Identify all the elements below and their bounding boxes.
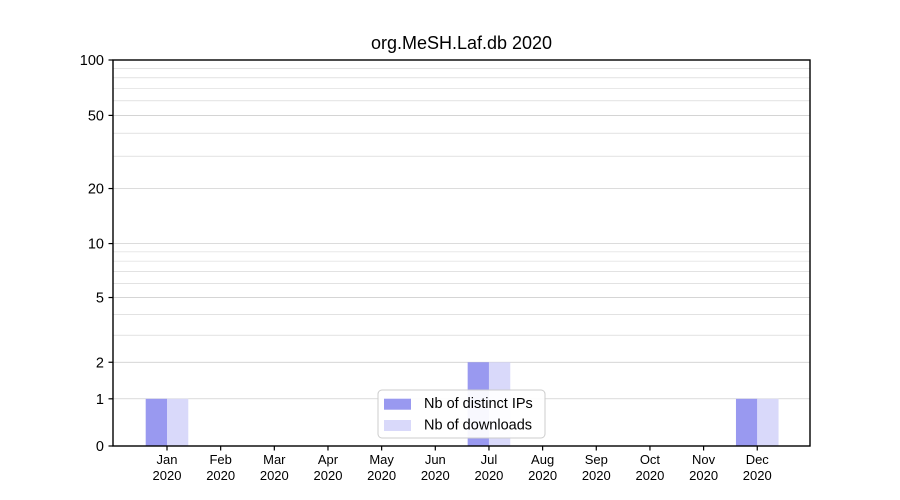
svg-text:2020: 2020 [153,468,182,483]
svg-text:2020: 2020 [367,468,396,483]
svg-text:2020: 2020 [635,468,664,483]
svg-text:2020: 2020 [314,468,343,483]
svg-text:Aug: Aug [531,452,554,467]
svg-text:1: 1 [96,392,104,408]
svg-text:Oct: Oct [640,452,661,467]
svg-text:20: 20 [88,182,104,198]
svg-text:Jan: Jan [157,452,178,467]
svg-text:Feb: Feb [209,452,231,467]
svg-text:Nov: Nov [692,452,716,467]
svg-text:Nb of distinct IPs: Nb of distinct IPs [424,396,533,412]
svg-text:5: 5 [96,291,104,307]
svg-text:2020: 2020 [528,468,557,483]
svg-text:100: 100 [80,53,104,69]
svg-text:Nb of downloads: Nb of downloads [424,418,532,434]
svg-text:2020: 2020 [582,468,611,483]
svg-text:Dec: Dec [746,452,770,467]
svg-text:org.MeSH.Laf.db 2020: org.MeSH.Laf.db 2020 [371,33,552,53]
svg-text:Sep: Sep [585,452,608,467]
svg-text:2020: 2020 [206,468,235,483]
svg-text:2: 2 [96,355,104,371]
svg-text:50: 50 [88,108,104,124]
svg-text:2020: 2020 [421,468,450,483]
svg-text:2020: 2020 [743,468,772,483]
svg-text:Jun: Jun [425,452,446,467]
svg-text:2020: 2020 [474,468,503,483]
svg-text:10: 10 [88,237,104,253]
svg-text:Apr: Apr [318,452,339,467]
svg-text:0: 0 [96,439,104,455]
svg-text:Mar: Mar [263,452,286,467]
svg-text:2020: 2020 [689,468,718,483]
svg-text:May: May [369,452,394,467]
svg-text:2020: 2020 [260,468,289,483]
svg-text:Jul: Jul [481,452,498,467]
